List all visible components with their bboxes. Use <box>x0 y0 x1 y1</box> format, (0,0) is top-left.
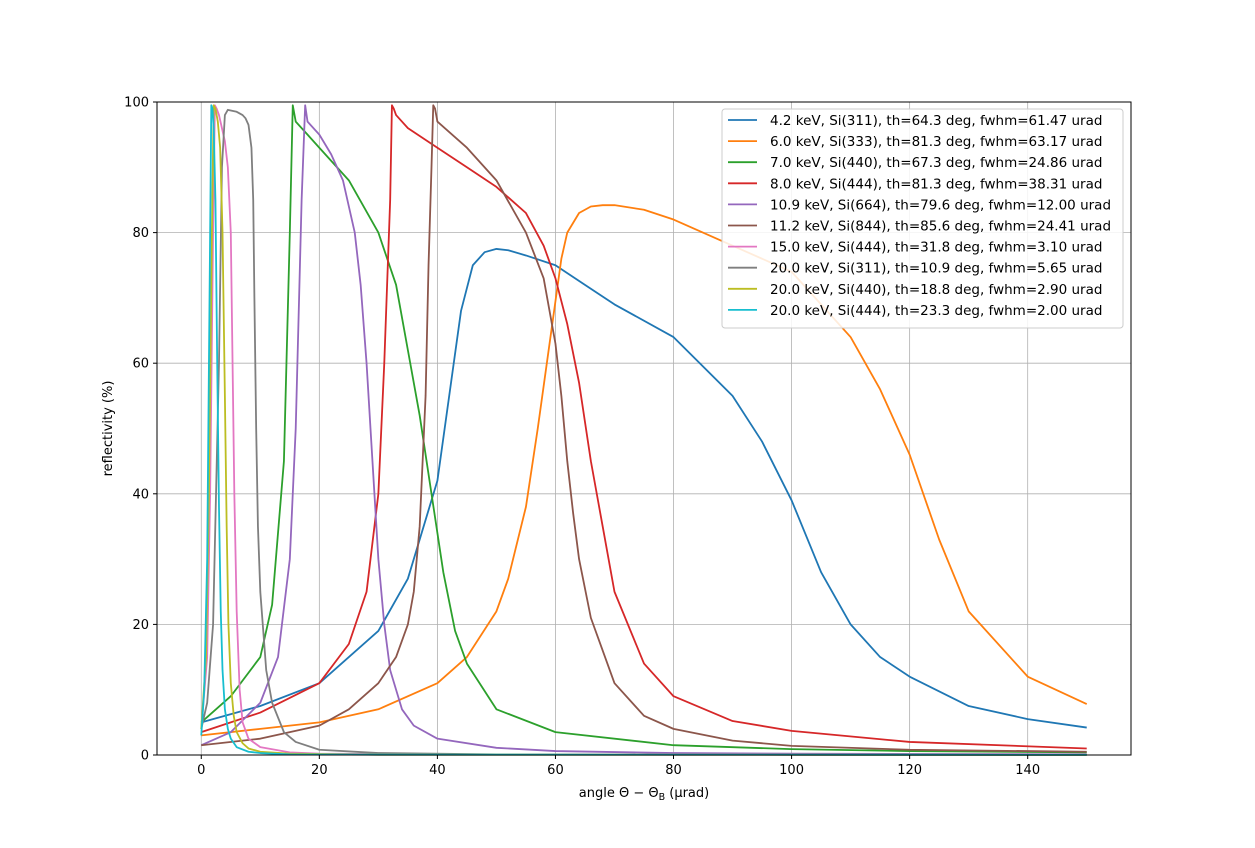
legend-label-2: 7.0 keV, Si(440), th=67.3 deg, fwhm=24.8… <box>770 155 1102 171</box>
x-tick-label: 0 <box>197 763 205 778</box>
y-tick-label: 60 <box>132 357 149 372</box>
legend-label-9: 20.0 keV, Si(444), th=23.3 deg, fwhm=2.0… <box>770 303 1102 319</box>
x-tick-label: 120 <box>897 763 922 778</box>
series-line-7 <box>200 108 1087 756</box>
x-axis-label-subscript: B <box>659 792 666 803</box>
series-line-8 <box>200 104 1087 756</box>
y-axis-label: reflectivity (%) <box>101 381 116 477</box>
x-axis-label: angle Θ − ΘB (μrad) <box>579 786 709 803</box>
legend-label-8: 20.0 keV, Si(440), th=18.8 deg, fwhm=2.9… <box>770 282 1102 298</box>
legend-box <box>721 108 1124 329</box>
series-line-4 <box>200 104 1087 756</box>
legend-label-3: 8.0 keV, Si(444), th=81.3 deg, fwhm=38.3… <box>770 176 1102 192</box>
legend: 4.2 keV, Si(311), th=64.3 deg, fwhm=61.4… <box>721 108 1124 329</box>
legend-label-0: 4.2 keV, Si(311), th=64.3 deg, fwhm=61.4… <box>770 113 1102 129</box>
series-group <box>200 104 1088 756</box>
x-tick-label: 40 <box>429 763 446 778</box>
series-line-5 <box>201 104 1087 753</box>
legend-label-6: 15.0 keV, Si(444), th=31.8 deg, fwhm=3.1… <box>770 240 1102 256</box>
series-line-9 <box>200 104 1087 756</box>
x-axis-label-main: angle Θ − Θ <box>579 786 659 801</box>
legend-label-4: 10.9 keV, Si(664), th=79.6 deg, fwhm=12.… <box>770 197 1111 213</box>
x-axis-ticks: 0 20 40 60 80 100 120 140 <box>197 755 1040 778</box>
y-tick-label: 20 <box>132 618 149 633</box>
x-tick-label: 20 <box>311 763 328 778</box>
x-axis-label-unit: (μrad) <box>665 786 709 801</box>
series-line-3 <box>200 104 1087 750</box>
y-tick-label: 80 <box>132 226 149 241</box>
series-line-1 <box>201 204 1088 737</box>
legend-label-5: 11.2 keV, Si(844), th=85.6 deg, fwhm=24.… <box>770 219 1111 235</box>
x-tick-label: 60 <box>547 763 564 778</box>
y-tick-label: 100 <box>124 96 149 111</box>
legend-label-1: 6.0 keV, Si(333), th=81.3 deg, fwhm=63.1… <box>770 134 1102 150</box>
y-tick-label: 40 <box>132 487 149 502</box>
legend-label-7: 20.0 keV, Si(311), th=10.9 deg, fwhm=5.6… <box>770 261 1102 277</box>
x-tick-label: 140 <box>1015 763 1040 778</box>
y-tick-label: 0 <box>141 749 149 764</box>
plot-frame <box>156 101 1132 756</box>
x-tick-label: 100 <box>779 763 804 778</box>
y-axis-ticks: 0 20 40 60 80 100 <box>124 96 157 764</box>
x-tick-label: 80 <box>665 763 682 778</box>
series-line-2 <box>200 104 1087 754</box>
